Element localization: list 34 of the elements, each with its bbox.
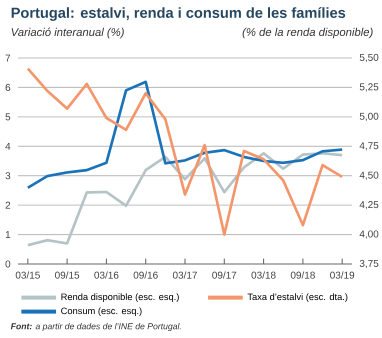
line-series (26, 67, 344, 236)
y-tick-label: 4 (5, 142, 10, 150)
line-series (26, 80, 344, 190)
y2-tick-label: 4,50 (360, 172, 378, 180)
y-tick-label: 7 (6, 54, 10, 62)
y-axis-title: Variació interanual (%) (12, 28, 124, 38)
y2-tick-label: 5,00 (360, 112, 378, 121)
y-tick-label: 1 (6, 231, 10, 238)
y2-tick-label: 4,75 (360, 142, 378, 150)
x-tick-label: 09/17 (212, 271, 236, 279)
legend-label: Taxa d’estalvi (esc. dta.) (248, 293, 348, 302)
text: Font: a partir de dades de l’INE de Portugal. (10, 322, 181, 332)
y-tick-label: 2 (6, 202, 10, 209)
y-tick-label: 3 (5, 172, 10, 180)
y-tick-label: 5 (5, 113, 10, 120)
y2-tick-label: 5,50 (360, 54, 378, 62)
chart-title: Portugal: estalvi, renda i consum de les famílies (12, 7, 346, 21)
x-tick-label: 09/16 (134, 271, 158, 279)
x-tick-label: 03/18 (252, 271, 276, 279)
y2-tick-label: 4,00 (360, 230, 378, 239)
legend-label: Renda disponible (esc. esq.) (61, 293, 179, 302)
y2-axis-title: (% de la renda disponible) (242, 28, 373, 38)
y2-tick-label: 4,25 (360, 201, 378, 210)
x-tick-label: 03/19 (330, 271, 354, 279)
x-tick-label: 09/15 (55, 271, 80, 279)
y2-tick-label: 5,25 (360, 83, 378, 92)
x-tick-label: 03/15 (16, 271, 40, 279)
y-tick-label: 6 (6, 84, 10, 91)
x-tick-label: 09/18 (290, 271, 315, 279)
y-tick-label: 0 (5, 260, 10, 268)
x-tick-label: 03/17 (172, 271, 197, 279)
x-tick-label: 03/16 (94, 271, 118, 279)
y2-tick-label: 3,75 (360, 260, 378, 268)
legend-label: Consum (esc. esq.) (61, 307, 142, 316)
